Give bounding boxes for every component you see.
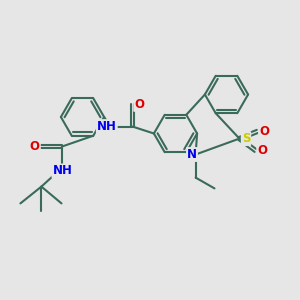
Text: O: O bbox=[257, 144, 267, 157]
Text: O: O bbox=[30, 140, 40, 153]
Text: NH: NH bbox=[52, 164, 72, 178]
Text: N: N bbox=[187, 148, 197, 161]
Text: O: O bbox=[134, 98, 144, 111]
Text: O: O bbox=[259, 125, 269, 138]
Text: S: S bbox=[242, 132, 250, 145]
Text: NH: NH bbox=[97, 120, 117, 133]
